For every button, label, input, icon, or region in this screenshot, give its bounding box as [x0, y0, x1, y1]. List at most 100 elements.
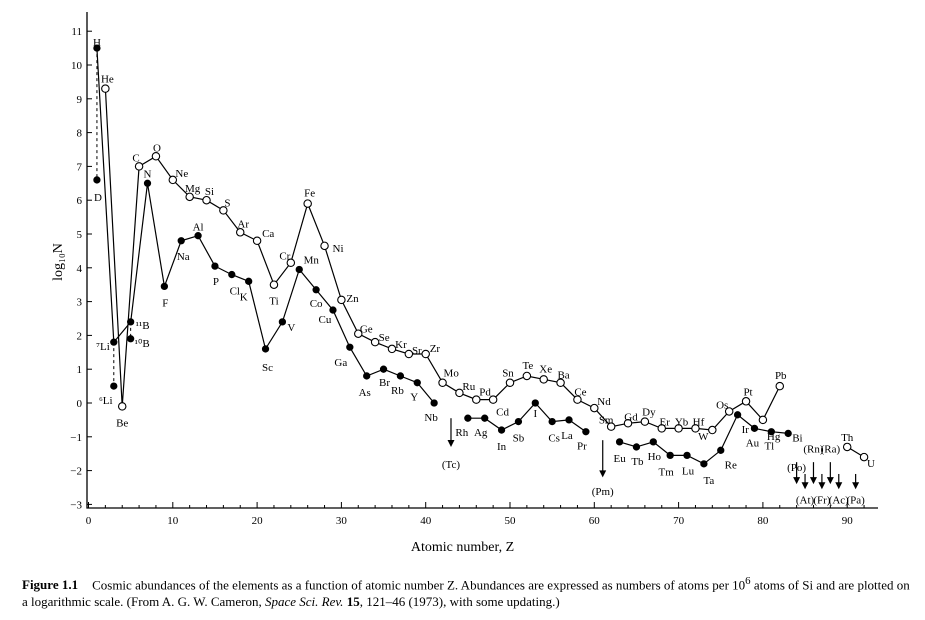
open-point [556, 378, 565, 387]
open-point [590, 403, 599, 413]
filled-point [750, 424, 759, 432]
axis-frame [86, 12, 878, 509]
element-label: As [359, 387, 371, 399]
element-label: Na [177, 251, 190, 263]
open-point [252, 236, 262, 246]
element-label: Co [310, 298, 323, 310]
element-label: Re [725, 459, 737, 471]
y-tick-label: 8 [77, 128, 83, 140]
filled-point [110, 382, 118, 390]
filled-point [228, 270, 236, 279]
unstable-arrows [447, 418, 860, 490]
element-label: Os [716, 399, 728, 411]
element-label: Ag [474, 427, 488, 439]
y-tick-label: 9 [77, 94, 83, 106]
element-label: Ar [237, 218, 249, 230]
open-point [269, 280, 279, 289]
element-label: W [698, 431, 709, 443]
element-label: Ru [462, 381, 475, 393]
y-tick-label: 4 [77, 263, 83, 275]
element-label: D [94, 192, 102, 204]
open-point [438, 378, 447, 387]
element-label: Gd [624, 411, 638, 423]
element-label: Ga [334, 357, 347, 369]
element-label: He [101, 74, 114, 86]
x-tick-label: 0 [86, 515, 92, 527]
element-label: N [144, 168, 152, 180]
open-point [842, 442, 852, 452]
open-point [117, 402, 127, 411]
open-point [573, 395, 582, 404]
element-label: Ca [262, 228, 274, 240]
filled-point [514, 417, 523, 426]
x-tick-label: 90 [842, 515, 854, 527]
open-point [202, 195, 211, 205]
open-point [657, 424, 666, 433]
element-label: ⁶Li [99, 395, 113, 407]
filled-point [160, 282, 169, 291]
filled-point [413, 379, 421, 387]
element-label: Hf [693, 416, 705, 428]
open-point [455, 388, 464, 398]
element-label: Yb [675, 416, 689, 428]
y-tick-label: 11 [71, 26, 82, 38]
x-tick-label: 70 [673, 515, 685, 527]
element-label: Zn [346, 293, 359, 305]
filled-point [93, 176, 101, 184]
element-label: Ge [360, 324, 373, 336]
element-label: La [561, 430, 573, 442]
element-label: ¹¹B [136, 320, 150, 332]
filled-point [733, 411, 742, 419]
element-label: Ni [333, 243, 344, 255]
element-label: I [533, 408, 537, 420]
filled-point [531, 399, 539, 407]
element-label: Au [746, 437, 760, 449]
element-label: Pt [743, 386, 752, 398]
filled-point [430, 399, 438, 407]
open-point [691, 424, 700, 433]
arrow-head [826, 477, 834, 485]
open-point [623, 419, 633, 428]
element-label: Ta [703, 475, 714, 487]
element-label: Rb [391, 385, 404, 397]
y-axis-label: log₁₀N [51, 243, 66, 281]
open-point [387, 344, 397, 354]
open-point [758, 415, 768, 425]
filled-point [548, 417, 556, 426]
element-label: Mn [304, 254, 320, 266]
element-label: Pd [479, 387, 491, 399]
element-label: Bi [792, 432, 802, 444]
element-label: C [132, 152, 139, 164]
open-point [235, 228, 245, 237]
element-label: Th [841, 432, 854, 444]
filled-point [784, 429, 792, 438]
element-label: Sb [513, 433, 525, 445]
unstable-label: (Pa) [846, 494, 865, 506]
element-label: Mo [444, 368, 460, 380]
filled-point [632, 443, 641, 451]
open-point [219, 206, 228, 215]
element-label: Cr [279, 251, 290, 263]
filled-point [194, 232, 202, 240]
element-label: Xe [539, 363, 552, 375]
y-tick-label: 5 [77, 229, 83, 241]
element-label: O [153, 142, 161, 154]
filled-point [211, 262, 219, 270]
element-label: Zr [430, 343, 441, 355]
element-label: Mg [185, 183, 201, 195]
y-tick-label: 7 [77, 161, 83, 173]
figure-caption: Figure 1.1 Cosmic abundances of the eleme… [22, 573, 912, 610]
open-point [185, 192, 194, 202]
caption-journal: Space Sci. Rev. [264, 594, 344, 610]
filled-point [363, 372, 371, 380]
element-label: Pr [577, 441, 587, 453]
open-point [741, 397, 751, 406]
element-label: ⁷Li [96, 341, 110, 353]
arrow-head [599, 470, 607, 478]
element-label: Eu [613, 453, 626, 465]
unstable-label: (Fr) [813, 494, 830, 506]
element-label: ¹⁰B [135, 338, 150, 350]
x-tick-label: 20 [252, 515, 264, 527]
element-label: P [213, 276, 219, 288]
arrow-head [852, 482, 860, 490]
